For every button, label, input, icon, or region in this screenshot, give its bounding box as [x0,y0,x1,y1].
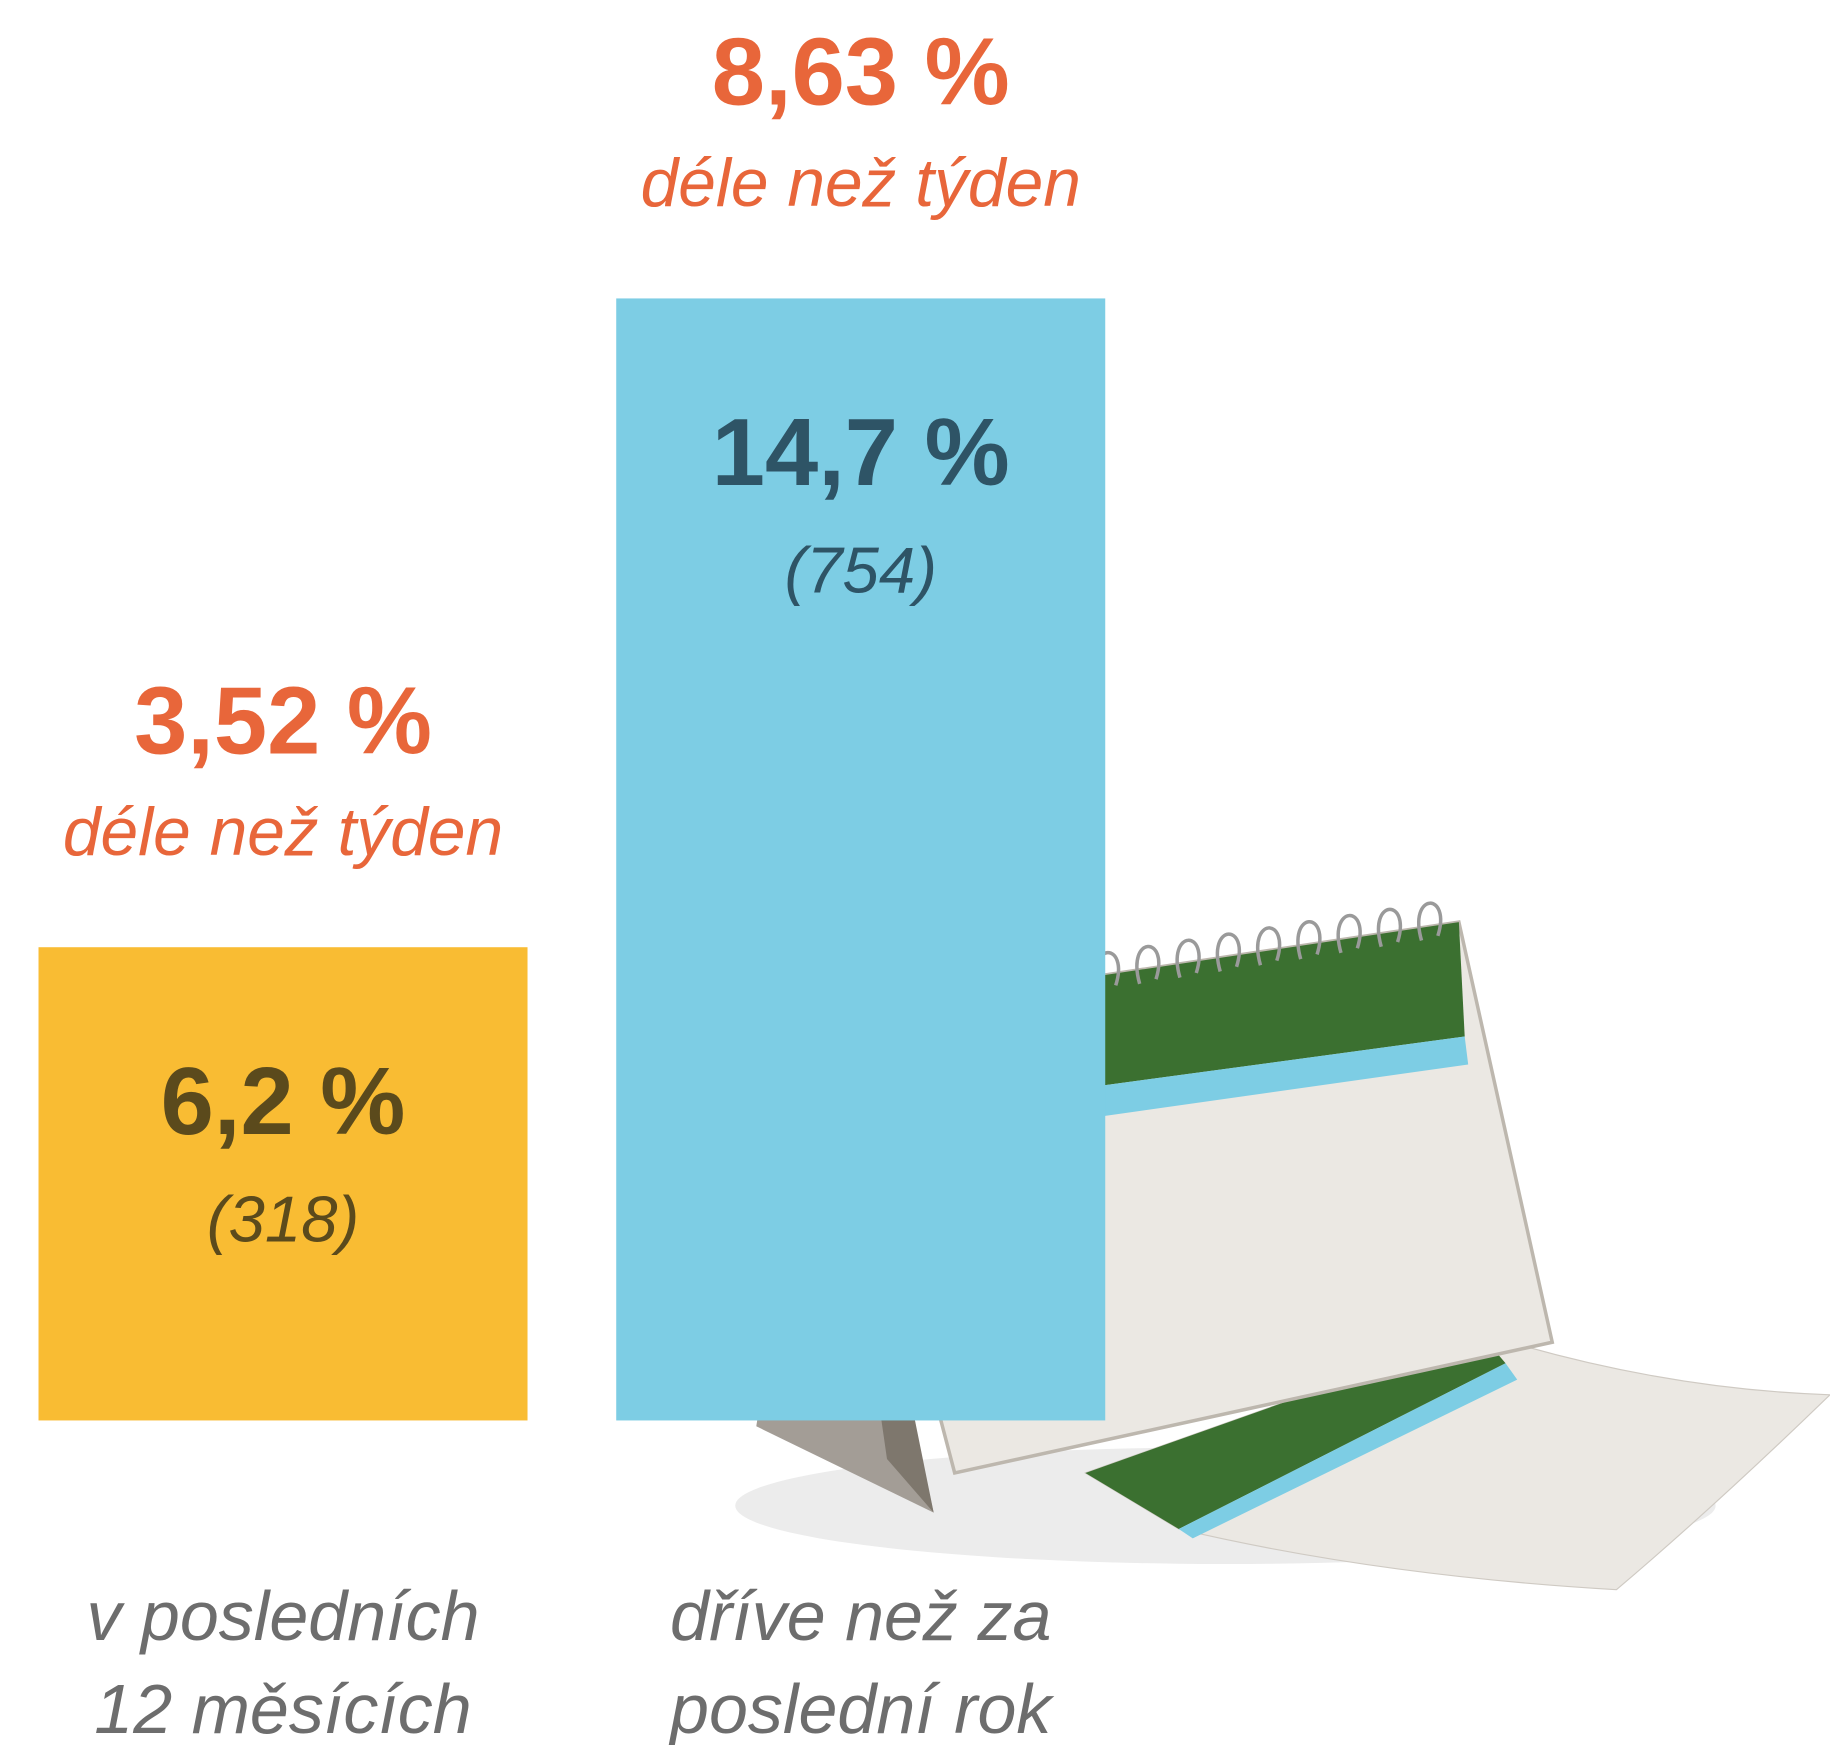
value-label: 6,2 % [161,1048,406,1155]
value-label: 14,7 % [712,399,1010,506]
category-label: poslední rok [668,1670,1054,1745]
annotation-text: déle než týden [63,795,503,870]
category-label: v posledních [86,1577,479,1655]
chart: 6,2 % (318) 3,52 % déle než týden v poslední… [0,0,1830,1745]
annotation-value: 3,52 % [134,667,432,774]
count-label: (754) [784,534,937,607]
count-label: (318) [207,1182,360,1255]
annotation-text: déle než týden [641,146,1081,221]
category-label: 12 měsících [94,1670,471,1745]
category-label: dříve než za [670,1577,1051,1655]
annotation-value: 8,63 % [712,19,1010,126]
page: {"chart_data": {"type": "bar", "categori… [0,0,1830,1745]
